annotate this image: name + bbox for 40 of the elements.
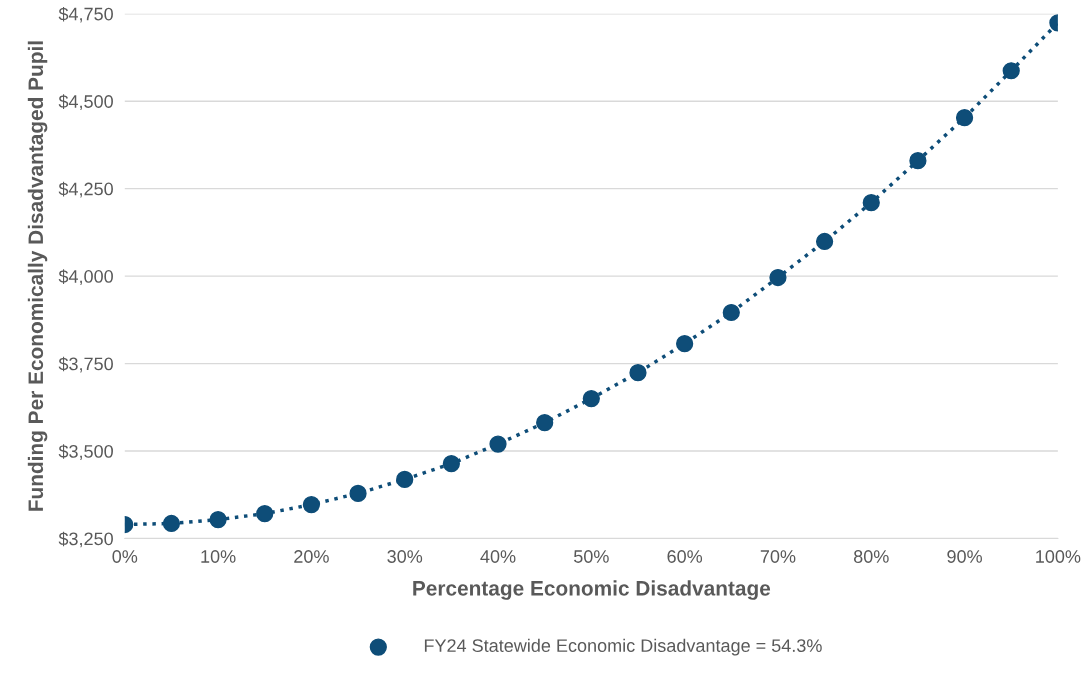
x-tick-label: 20%: [294, 550, 329, 563]
x-tick-label: 40%: [480, 550, 516, 563]
y-tick-label: $3,500: [58, 444, 113, 460]
y-tick-label: $4,000: [58, 269, 113, 285]
point: [489, 435, 507, 453]
x-tick-label: 90%: [947, 550, 982, 563]
point: [815, 232, 834, 251]
y-tick-label: $4,500: [58, 94, 113, 111]
point: [349, 484, 367, 502]
point: [909, 152, 927, 170]
x-tick-label: 80%: [853, 550, 889, 563]
x-tick-label: 50%: [573, 550, 609, 563]
point: [209, 511, 227, 529]
point: [536, 414, 554, 432]
y-axis-title: Funding Per Economically Disadvantaged Pupil: [27, 41, 48, 511]
x-axis-title: Percentage Economic Disadvantage: [413, 580, 771, 600]
x-tick-label: 100%: [1036, 550, 1081, 563]
point: [629, 364, 647, 382]
point: [256, 505, 274, 523]
point: [162, 514, 181, 533]
point: [396, 470, 414, 488]
y-tick-label: $3,750: [58, 356, 113, 373]
point: [1002, 62, 1020, 80]
point: [676, 335, 694, 353]
legend-label: FY24 Statewide Economic Disadvantage = 54.3%: [424, 638, 822, 656]
x-tick-label: 0%: [112, 550, 138, 563]
point: [722, 303, 740, 322]
y-tick-label: $4,750: [58, 6, 113, 23]
y-tick-label: $3,250: [58, 531, 113, 548]
point: [955, 109, 974, 127]
x-tick-label: 10%: [201, 550, 236, 563]
x-tick-label: 70%: [760, 550, 796, 563]
y-tick-label: $4,250: [58, 181, 113, 198]
point: [769, 268, 787, 287]
x-tick-label: 30%: [387, 550, 423, 563]
x-tick-label: 60%: [667, 550, 703, 563]
point: [862, 194, 880, 212]
point: [442, 455, 460, 473]
point: [302, 495, 321, 514]
point: [582, 389, 600, 408]
